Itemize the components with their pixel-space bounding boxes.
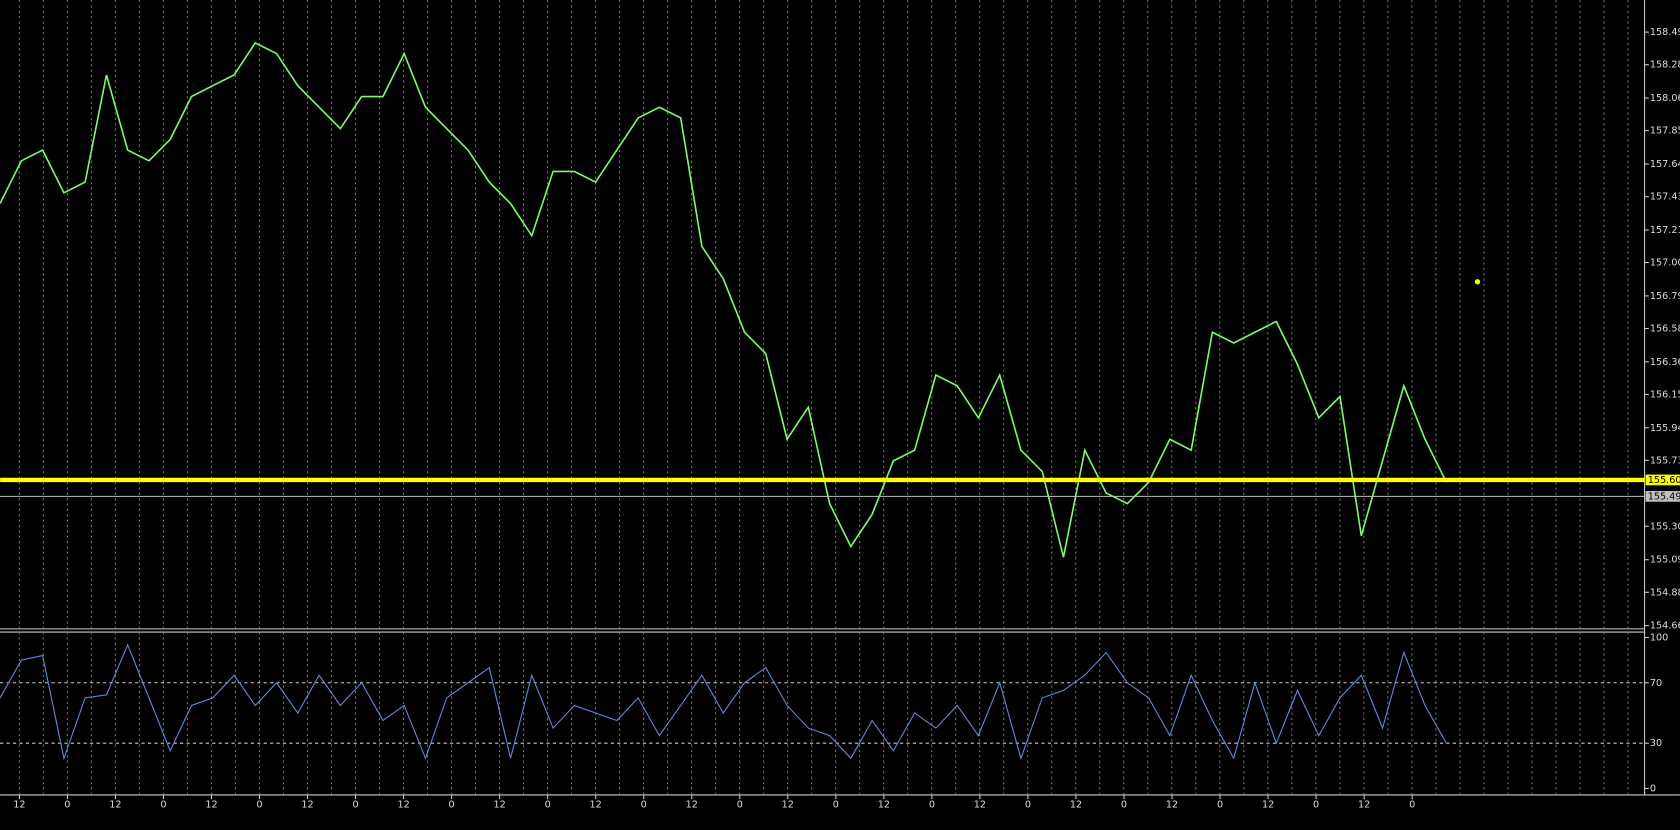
- price-label: 155.498: [1648, 491, 1680, 502]
- y-tick-label: 30: [1650, 738, 1662, 749]
- y-tick-label: 155.940: [1650, 423, 1680, 434]
- x-tick-label: 0: [1409, 800, 1415, 811]
- y-tick-label: 158.490: [1650, 27, 1680, 38]
- x-tick-label: 12: [1358, 800, 1370, 811]
- y-tick-label: 0: [1650, 784, 1656, 795]
- marker-dot: [1474, 279, 1481, 285]
- y-tick-label: 157.005: [1650, 258, 1680, 269]
- x-tick-label: 0: [1313, 800, 1319, 811]
- x-tick-label: 12: [782, 800, 794, 811]
- x-tick-label: 0: [545, 800, 551, 811]
- x-tick-label: 12: [494, 800, 506, 811]
- x-tick-label: 0: [1121, 800, 1127, 811]
- x-tick-label: 12: [1262, 800, 1274, 811]
- y-tick-label: 157.215: [1650, 225, 1680, 236]
- x-tick-label: 0: [929, 800, 935, 811]
- x-tick-label: 12: [397, 800, 409, 811]
- y-tick-label: 158.280: [1650, 60, 1680, 71]
- x-tick-label: 0: [352, 800, 358, 811]
- y-tick-label: 155.730: [1650, 455, 1680, 466]
- y-tick-label: 155.090: [1650, 555, 1680, 566]
- x-tick-label: 12: [1070, 800, 1082, 811]
- x-tick-label: 12: [878, 800, 890, 811]
- y-tick-label: 155.305: [1650, 521, 1680, 532]
- y-tick-label: 156.580: [1650, 323, 1680, 334]
- x-tick-label: 0: [833, 800, 839, 811]
- series-line: [0, 643, 1447, 761]
- x-tick-label: 0: [256, 800, 262, 811]
- y-tick-label: 156.790: [1650, 291, 1680, 302]
- y-tick-label: 156.155: [1650, 389, 1680, 400]
- y-tick-label: 156.365: [1650, 357, 1680, 368]
- x-tick-label: 0: [449, 800, 455, 811]
- y-tick-label: 70: [1650, 678, 1662, 689]
- x-tick-label: 12: [1166, 800, 1178, 811]
- x-tick-label: 12: [974, 800, 986, 811]
- y-tick-label: 157.430: [1650, 192, 1680, 203]
- price-label: 155.604: [1648, 475, 1680, 486]
- y-tick-label: 154.880: [1650, 587, 1680, 598]
- x-tick-label: 12: [301, 800, 313, 811]
- x-tick-label: 0: [160, 800, 166, 811]
- x-tick-label: 12: [590, 800, 602, 811]
- series-line: [0, 41, 1448, 558]
- x-tick-label: 12: [13, 800, 25, 811]
- x-tick-label: 12: [109, 800, 121, 811]
- y-tick-label: 100: [1650, 632, 1668, 643]
- y-tick-label: 157.855: [1650, 126, 1680, 137]
- y-tick-label: 158.065: [1650, 93, 1680, 104]
- x-tick-label: 0: [1025, 800, 1031, 811]
- x-tick-label: 12: [205, 800, 217, 811]
- y-tick-label: 157.640: [1650, 159, 1680, 170]
- price-label-box: [1645, 474, 1680, 486]
- x-tick-label: 12: [686, 800, 698, 811]
- y-tick-label: 154.665: [1650, 621, 1680, 632]
- x-tick-label: 0: [737, 800, 743, 811]
- price-label-box: [1645, 491, 1680, 502]
- x-tick-label: 0: [64, 800, 70, 811]
- x-tick-label: 0: [641, 800, 647, 811]
- x-tick-label: 0: [1217, 800, 1223, 811]
